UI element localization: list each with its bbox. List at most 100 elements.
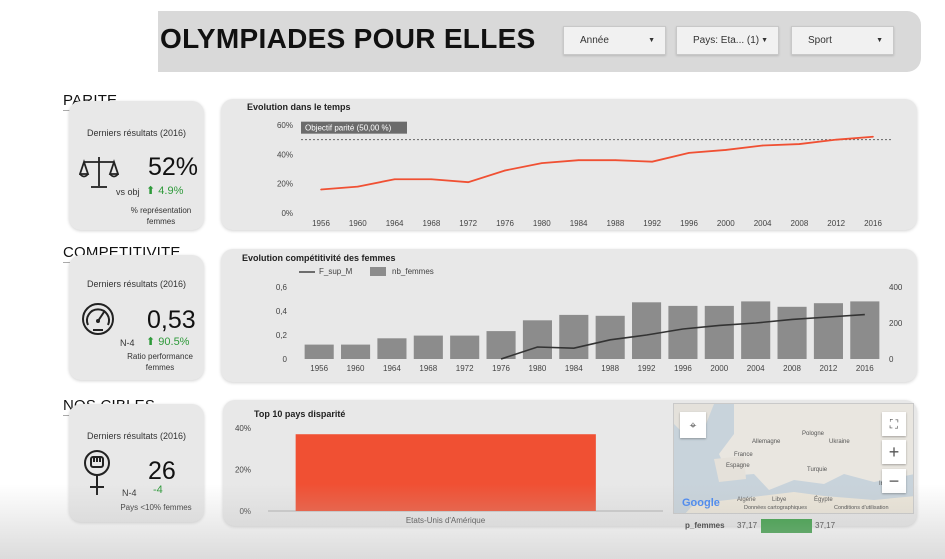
data-point: [393, 178, 396, 181]
caret-down-icon: ▼: [761, 37, 768, 44]
y-tick-label: 0%: [281, 209, 293, 218]
legend-swatch-bar: [370, 267, 386, 276]
x-tick-label: 1960: [347, 364, 365, 373]
bar: [668, 305, 698, 359]
x-tick-label: 1988: [601, 364, 619, 373]
female-fist-icon: [84, 450, 110, 495]
map-attribution[interactable]: Données cartographiques: [744, 505, 807, 511]
data-point: [872, 135, 874, 138]
x-tick-label: 2000: [710, 364, 728, 373]
x-tick-label: 2000: [717, 219, 735, 228]
x-tick-label: 2012: [820, 364, 838, 373]
zoom-in-button[interactable]: +: [882, 440, 906, 464]
bar: [341, 344, 371, 359]
y-tick-label: 20%: [235, 466, 251, 475]
kpi-caption-competitivite: Ratio performance femmes: [115, 351, 205, 373]
bar: [450, 335, 480, 359]
app-title: OLYMPIADES POUR ELLES: [160, 23, 536, 54]
filter-sport-dropdown[interactable]: Sport ▼: [791, 26, 894, 55]
map-terms-link[interactable]: Conditions d'utilisation: [834, 505, 889, 511]
x-tick-label: 1964: [383, 364, 401, 373]
kpi-title: Derniers résultats (2016): [86, 279, 187, 289]
y-tick-label-left: 0,4: [276, 307, 288, 316]
map-widget[interactable]: Pologne Allemagne Ukraine France Espagne…: [673, 403, 914, 514]
header-bar: OLYMPIADES POUR ELLES Année ▼ Pays: Eta.…: [158, 11, 921, 72]
data-point: [835, 138, 837, 141]
kpi-caption-line: Ratio performance: [127, 352, 193, 361]
bar: [522, 320, 552, 359]
kpi-value-parite: 52%: [148, 153, 199, 181]
x-tick-label: 1988: [607, 219, 625, 228]
map-label: Pologne: [802, 431, 825, 437]
balance-scale-icon: [79, 157, 119, 188]
kpi-card-parite: Derniers résultats (2016) 52% vs obj ⬆ 4…: [69, 101, 204, 230]
data-point: [430, 178, 433, 181]
kpi-value-competitivite: 0,53: [147, 306, 196, 334]
kpi-caption-line: % représentation: [130, 206, 192, 215]
x-tick-label: 2012: [827, 219, 845, 228]
kpi-card-cibles: Derniers résultats (2016) 26 N-4 -4 Pays…: [69, 404, 204, 522]
x-tick-label: 1992: [638, 364, 656, 373]
kpi-delta-competitivite: ⬆ 90.5%: [146, 336, 190, 348]
filter-pays-dropdown[interactable]: Pays: Eta... (1) ▼: [676, 26, 779, 55]
reference-label-bg: [301, 121, 407, 134]
x-tick-label: 1964: [386, 219, 404, 228]
fullscreen-icon[interactable]: ⛶: [882, 412, 906, 436]
y-tick-label: 0%: [239, 507, 251, 516]
bar: [377, 338, 407, 359]
kpi-title: Derniers résultats (2016): [86, 128, 187, 138]
bar: [295, 434, 596, 511]
chart-card-evolution: Evolution dans le temps: [221, 99, 917, 230]
filter-annee-dropdown[interactable]: Année ▼: [563, 26, 666, 55]
x-tick-label: 1956: [310, 364, 328, 373]
y-tick-label-left: 0,2: [276, 331, 288, 340]
chart-title: Evolution compétitivité des femmes: [242, 253, 396, 263]
map-label: Égypte: [814, 497, 833, 503]
bar: [304, 344, 334, 359]
caret-down-icon: ▼: [876, 37, 883, 44]
bar: [486, 331, 516, 359]
x-tick-label: 1976: [492, 364, 510, 373]
y-tick-label: 20%: [277, 180, 293, 189]
y-tick-label: 60%: [277, 121, 293, 130]
bar: [813, 303, 843, 359]
kpi-card-competitivite: Derniers résultats (2016) 0,53 N-4 ⬆ 90.…: [69, 255, 204, 380]
series-line: [500, 313, 865, 360]
data-point: [688, 152, 690, 154]
zoom-out-button[interactable]: −: [882, 469, 906, 493]
y-tick-label: 40%: [277, 150, 293, 159]
google-logo: Google: [682, 497, 720, 509]
x-tick-label: 1976: [496, 219, 514, 228]
x-tick-label: 2008: [783, 364, 801, 373]
y-tick-label-right: 400: [889, 283, 903, 292]
p-femmes-fill: [761, 519, 812, 533]
chart-title: Evolution dans le temps: [247, 102, 351, 112]
kpi-caption-line: femmes: [146, 217, 176, 226]
x-tick-label: 1968: [419, 364, 437, 373]
kpi-delta-parite: ⬆ 4.9%: [146, 185, 184, 197]
x-tick-label: 1996: [680, 219, 698, 228]
location-pin-icon[interactable]: ⌖: [680, 412, 706, 438]
google-logo-text: Google: [682, 497, 720, 509]
data-point: [320, 188, 322, 191]
p-femmes-label: p_femmes: [685, 521, 725, 530]
series-line: [320, 135, 874, 191]
bar: [413, 335, 443, 359]
x-tick-label: 2004: [754, 219, 772, 228]
filter-sport-label: Sport: [808, 35, 832, 46]
x-tick-label: 1984: [570, 219, 588, 228]
filter-annee-label: Année: [580, 35, 609, 46]
x-tick-label: 1996: [674, 364, 692, 373]
y-tick-label-right: 200: [889, 319, 903, 328]
bar: [632, 302, 662, 359]
y-tick-label: 40%: [235, 424, 251, 433]
bar: [704, 305, 734, 359]
x-tick-label: 1960: [349, 219, 367, 228]
map-label: Allemagne: [752, 439, 781, 445]
p-femmes-max: 37,17: [815, 521, 836, 530]
data-point: [798, 143, 801, 145]
x-tick-label: 1980: [529, 364, 547, 373]
kpi-caption-parite: % représentation femmes: [117, 205, 205, 227]
x-tick-label: 1972: [456, 364, 474, 373]
data-point: [725, 149, 727, 151]
